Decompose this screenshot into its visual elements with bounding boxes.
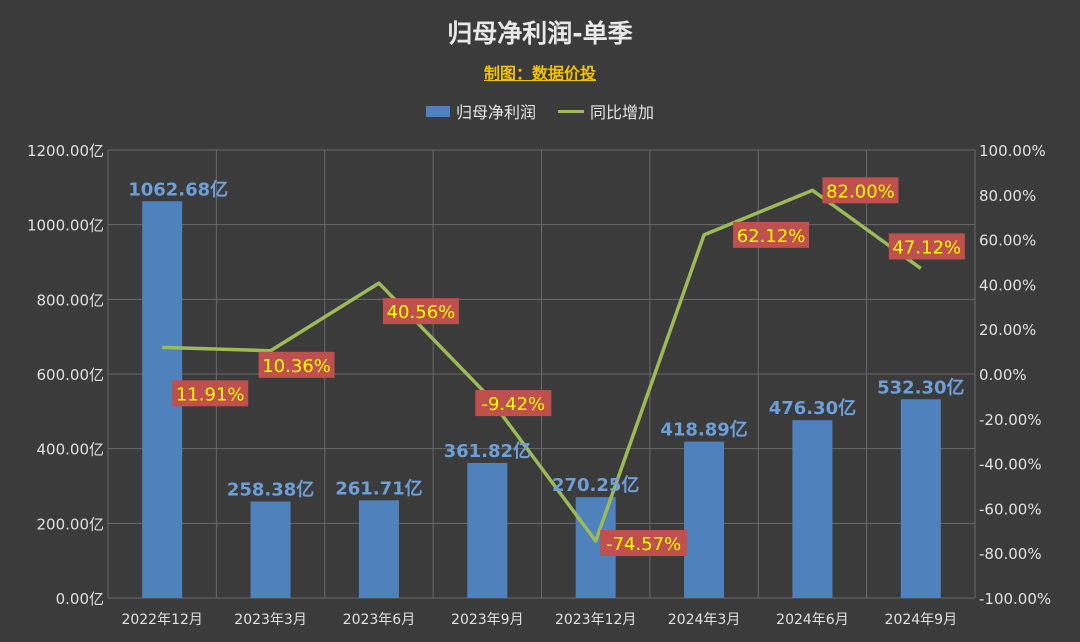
legend-bar-swatch — [425, 105, 450, 117]
line-label-box — [822, 177, 899, 204]
bar-data-label: 258.38亿 — [227, 479, 314, 501]
y-right-tick-label: -40.00% — [979, 456, 1042, 474]
x-tick-label: 2024年6月 — [776, 612, 849, 628]
y-left-tick-label: 400.00亿 — [37, 441, 105, 459]
x-tick-label: 2024年9月 — [885, 612, 958, 628]
line-label-box — [258, 351, 335, 378]
chart-subtitle: 制图：数据价投 — [0, 60, 1080, 84]
x-tick-label: 2023年9月 — [451, 612, 524, 628]
bar — [900, 399, 941, 598]
line-data-label: 62.12% — [737, 226, 806, 247]
bar-data-label: 270.25亿 — [552, 474, 639, 496]
legend: 归母净利润 同比增加 — [0, 99, 1080, 123]
bar — [467, 462, 508, 598]
y-right-tick-label: -60.00% — [979, 500, 1042, 518]
y-left-tick-label: 800.00亿 — [37, 291, 105, 309]
legend-bar-label: 归母净利润 — [455, 103, 536, 122]
y-left-tick-label: 0.00亿 — [56, 590, 104, 608]
line-data-label: -74.57% — [606, 534, 681, 555]
line-data-label: -9.42% — [481, 394, 545, 415]
y-right-tick-label: 0.00% — [979, 366, 1027, 384]
y-right-tick-label: 40.00% — [979, 276, 1036, 294]
y-right-tick-label: 100.00% — [979, 142, 1046, 160]
bar — [684, 441, 725, 598]
bar-data-label: 418.89亿 — [660, 419, 747, 441]
legend-line-label: 同比增加 — [590, 103, 655, 122]
line-label-box — [733, 221, 810, 248]
legend-line-swatch — [558, 109, 584, 113]
line-label-box — [888, 233, 965, 260]
bar-data-label: 1062.68亿 — [128, 178, 228, 200]
x-tick-label: 2023年3月 — [234, 612, 307, 628]
y-right-tick-label: 60.00% — [979, 232, 1036, 250]
y-right-tick-label: -20.00% — [979, 411, 1042, 429]
line-label-box — [600, 530, 688, 557]
chart-title: 归母净利润-单季 — [447, 19, 633, 48]
y-right-tick-label: 80.00% — [979, 187, 1036, 205]
bar — [250, 501, 291, 598]
line-data-label: 47.12% — [892, 237, 961, 258]
bar — [792, 420, 833, 598]
line-label-box — [475, 390, 552, 417]
line-series — [162, 188, 922, 543]
x-tick-label: 2023年12月 — [555, 612, 636, 628]
y-left-tick-label: 1200.00亿 — [27, 142, 104, 160]
x-tick-label: 2023年6月 — [343, 612, 416, 628]
y-right-tick-label: -100.00% — [979, 590, 1051, 608]
bar-data-label: 361.82亿 — [444, 440, 531, 462]
line-label-box — [172, 380, 249, 407]
line-label-box — [382, 298, 459, 325]
line-data-label: 11.91% — [176, 384, 245, 405]
y-left-tick-label: 1000.00亿 — [27, 217, 104, 235]
legend-item-line: 同比增加 — [558, 99, 654, 123]
x-tick-label: 2022年12月 — [121, 612, 202, 628]
subtitle-text: 制图：数据价投 — [483, 64, 596, 83]
bar — [358, 500, 399, 598]
x-tick-label: 2024年3月 — [668, 612, 741, 628]
line-data-label: 40.56% — [387, 302, 456, 323]
y-left-tick-label: 600.00亿 — [37, 366, 105, 384]
bar-data-label: 532.30亿 — [877, 376, 964, 398]
line-data-label: 82.00% — [826, 181, 895, 202]
y-right-tick-label: -80.00% — [979, 545, 1042, 563]
bar-data-label: 261.71亿 — [335, 477, 422, 499]
y-right-tick-label: 20.00% — [979, 321, 1036, 339]
bar-data-label: 476.30亿 — [769, 397, 856, 419]
legend-item-bar: 归母净利润 — [425, 99, 536, 123]
y-left-tick-label: 200.00亿 — [37, 515, 105, 533]
line-data-label: 10.36% — [262, 356, 331, 377]
